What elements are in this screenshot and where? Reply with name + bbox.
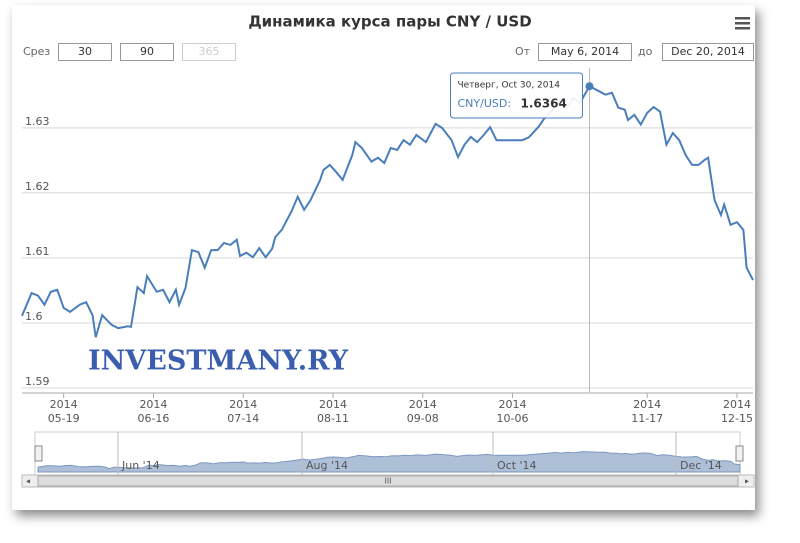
navigator-handle[interactable] [34, 445, 43, 462]
x-tick-label: 2014 06-16 [137, 398, 170, 425]
hover-point [585, 82, 594, 91]
range-label: Срез [23, 45, 50, 58]
y-tick-label: 1.59 [25, 375, 50, 388]
to-label: до [638, 45, 653, 58]
tooltip-value: 1.6364 [520, 97, 566, 111]
series-line [21, 84, 754, 338]
tooltip-label: CNY/USD: [457, 97, 511, 110]
y-tick-label: 1.6 [25, 310, 43, 323]
tooltip-box [449, 72, 583, 119]
x-tick-label: 2014 08-11 [317, 398, 349, 425]
range-button[interactable]: 365 [182, 43, 236, 61]
date-to[interactable]: Dec 20, 2014 [662, 43, 754, 61]
y-tick-label: 1.62 [25, 180, 50, 193]
from-label: От [515, 45, 531, 58]
navigator-label: Aug '14 [306, 459, 348, 472]
scroll-grip: III [384, 477, 391, 486]
scrollbar-thumb[interactable] [37, 475, 739, 487]
x-tick-label: 2014 05-19 [47, 398, 80, 425]
y-tick-label: 1.63 [25, 115, 50, 128]
navigator-handle[interactable] [735, 445, 744, 462]
scroll-left[interactable]: ◂ [26, 477, 30, 486]
x-tick-label: 2014 09-08 [406, 398, 439, 425]
range-button[interactable]: 90 [120, 43, 174, 61]
range-button[interactable]: 30 [58, 43, 112, 61]
x-tick-label: 2014 12-15 [720, 398, 753, 425]
scroll-right[interactable]: ▸ [745, 477, 749, 486]
y-tick-label: 1.61 [25, 245, 50, 258]
watermark: INVESTMANY.RY [88, 346, 349, 377]
navigator-label: Jun '14 [121, 459, 160, 472]
tooltip: Четверг, Oct 30, 2014 CNY/USD: 1.6364 [449, 72, 583, 119]
x-tick-label: 2014 07-14 [227, 398, 260, 425]
date-from[interactable]: May 6, 2014 [538, 43, 632, 61]
navigator-label: Oct '14 [497, 459, 537, 472]
tooltip-header: Четверг, Oct 30, 2014 [457, 81, 560, 91]
navigator-label: Dec '14 [680, 459, 722, 472]
chart-title: Динамика курса пары CNY / USD [248, 13, 531, 31]
x-tick-label: 2014 10-06 [496, 398, 529, 425]
menu-icon[interactable] [735, 17, 750, 30]
x-tick-label: 2014 11-17 [631, 398, 664, 425]
navigator-area [37, 451, 741, 473]
